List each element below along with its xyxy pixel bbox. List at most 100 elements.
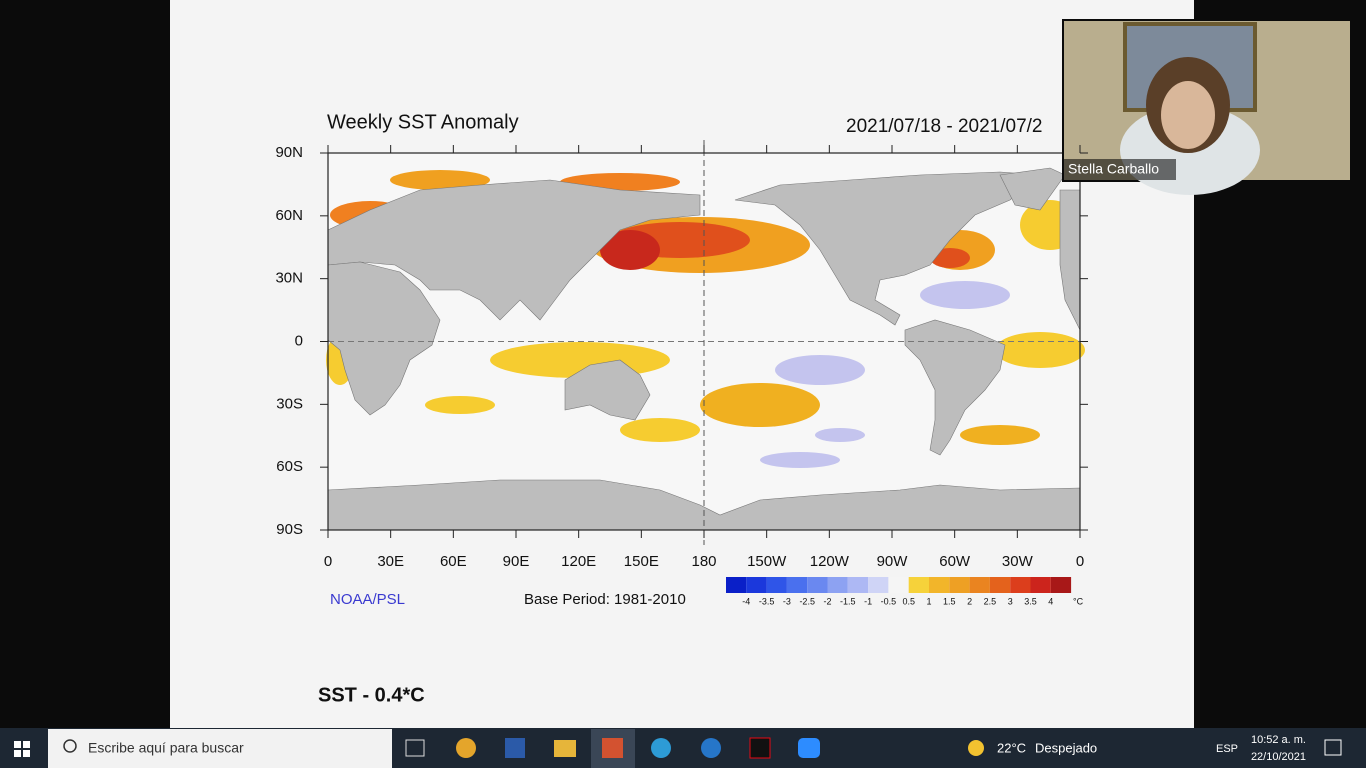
continents	[327, 167, 1081, 531]
colorbar: -4 -3.5 -3 -2.5 -2 -1.5 -1 -0.5 0.5 1 1.5 2 2.5 3 3.5 4	[726, 577, 1072, 606]
anomaly	[930, 248, 970, 268]
lat-label: 60S	[276, 458, 303, 475]
colorbar-swatch	[726, 577, 747, 593]
colorbar-label: 0.5	[902, 596, 915, 606]
zoom[interactable]	[798, 738, 820, 758]
colorbar-swatch	[1010, 577, 1031, 593]
logo	[23, 750, 30, 757]
anomaly	[700, 383, 820, 427]
land	[734, 171, 1041, 326]
temperature[interactable]: 22°C	[997, 740, 1026, 755]
colorbar-label: -4	[742, 596, 750, 606]
land	[327, 179, 701, 321]
search-icon	[63, 739, 77, 753]
lat-label: 30N	[275, 270, 303, 287]
anomaly	[815, 428, 865, 442]
colorbar-label: -1	[864, 596, 872, 606]
start-button[interactable]	[14, 741, 30, 757]
lon-label: 60W	[939, 553, 971, 570]
weather-icon	[968, 740, 984, 756]
colorbar-swatch	[949, 577, 970, 593]
colorbar-label: -0.5	[881, 596, 897, 606]
lon-label: 120E	[561, 553, 596, 570]
word[interactable]	[505, 738, 525, 758]
explorer[interactable]	[554, 740, 576, 757]
clock-date[interactable]: 22/10/2021	[1251, 751, 1306, 763]
anomaly	[390, 170, 490, 190]
colorbar-swatch	[888, 577, 909, 593]
colorbar-swatch	[1030, 577, 1051, 593]
colorbar-unit: °C	[1073, 596, 1084, 606]
colorbar-label: 2.5	[984, 596, 997, 606]
lon-label: 150W	[747, 553, 787, 570]
colorbar-swatch	[746, 577, 767, 593]
colorbar-label: 1	[926, 596, 931, 606]
lon-label: 0	[324, 553, 332, 570]
logo	[14, 750, 21, 757]
map	[326, 140, 1085, 545]
colorbar-label: -3	[783, 596, 791, 606]
colorbar-swatch	[786, 577, 808, 593]
lon-label: 0	[1076, 553, 1084, 570]
colorbar-label: 2	[967, 596, 972, 606]
colorbar-swatch	[1050, 577, 1072, 593]
language[interactable]: ESP	[1216, 743, 1238, 755]
logo	[23, 741, 30, 748]
lon-label: 150E	[624, 553, 659, 570]
colorbar-swatch	[929, 577, 950, 593]
powerpoint[interactable]	[602, 738, 623, 758]
anomaly	[600, 230, 660, 270]
colorbar-swatch	[827, 577, 848, 593]
colorbar-swatch	[847, 577, 869, 593]
colorbar-swatch	[908, 577, 929, 593]
taskbar-apps	[405, 729, 820, 768]
land	[904, 319, 1006, 456]
internet-explorer[interactable]	[701, 738, 721, 758]
colorbar-swatch	[766, 577, 787, 593]
colorbar-label: -3.5	[759, 596, 775, 606]
date-range: 2021/07/18 - 2021/07/2	[846, 116, 1043, 137]
clock-time[interactable]: 10:52 a. m.	[1251, 734, 1306, 746]
person-face	[1161, 81, 1215, 149]
source: NOAA/PSL	[330, 591, 405, 608]
chrome[interactable]	[456, 738, 476, 758]
colorbar-swatch	[969, 577, 990, 593]
colorbar-label: 1.5	[943, 596, 956, 606]
anomaly	[775, 355, 865, 385]
lon-label: 30E	[377, 553, 404, 570]
task-view[interactable]	[405, 739, 425, 757]
lat-label: 0	[295, 332, 303, 349]
netflix[interactable]	[749, 737, 771, 759]
lon-label: 60E	[440, 553, 467, 570]
logo	[14, 741, 21, 748]
participant-name: Stella Carballo	[1068, 161, 1159, 177]
colorbar-label: -2.5	[799, 596, 815, 606]
map-title: Weekly SST Anomaly	[327, 111, 519, 133]
search-box[interactable]	[48, 729, 392, 768]
slide-note: SST - 0.4*C	[318, 684, 425, 706]
base-period: Base Period: 1981-2010	[524, 591, 686, 608]
colorbar-swatch	[868, 577, 889, 593]
anomaly	[920, 281, 1010, 309]
lat-label: 30S	[276, 395, 303, 412]
land	[1059, 189, 1081, 331]
colorbar-label: -2	[823, 596, 831, 606]
lat-label: 60N	[275, 207, 303, 224]
notifications[interactable]	[1324, 739, 1342, 756]
colorbar-label: 4	[1048, 596, 1053, 606]
land	[999, 167, 1066, 211]
land	[327, 261, 441, 416]
anomaly	[995, 332, 1085, 368]
anomaly	[960, 425, 1040, 445]
colorbar-label: 3	[1008, 596, 1013, 606]
lon-label: 30W	[1002, 553, 1034, 570]
anomaly	[760, 452, 840, 468]
lat-label: 90S	[276, 521, 303, 538]
anomalies	[326, 170, 1085, 468]
edge[interactable]	[651, 738, 671, 758]
name-bg	[1064, 159, 1176, 180]
search-placeholder[interactable]: Escribe aquí para buscar	[88, 740, 244, 756]
weather-condition[interactable]: Despejado	[1035, 740, 1097, 755]
